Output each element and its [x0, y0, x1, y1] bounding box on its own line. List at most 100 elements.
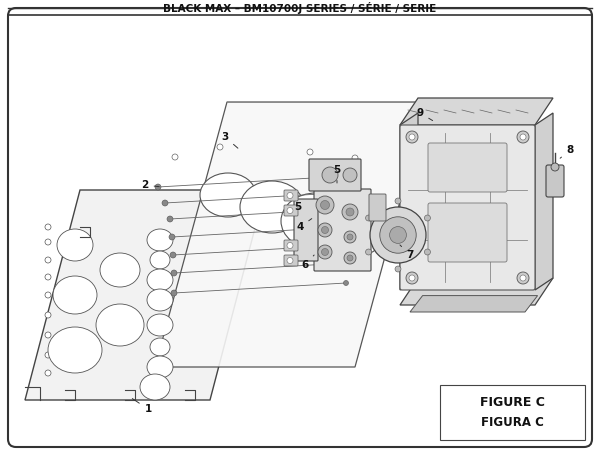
Polygon shape	[400, 98, 553, 125]
Ellipse shape	[147, 356, 173, 378]
Text: 6: 6	[301, 255, 314, 270]
Circle shape	[395, 266, 401, 272]
Ellipse shape	[48, 327, 102, 373]
Circle shape	[389, 227, 406, 243]
Circle shape	[318, 245, 332, 259]
Text: BLACK MAX – BM10700J SERIES / SÉRIE / SERIE: BLACK MAX – BM10700J SERIES / SÉRIE / SE…	[163, 2, 437, 14]
Polygon shape	[25, 190, 265, 400]
FancyBboxPatch shape	[284, 205, 298, 216]
FancyBboxPatch shape	[428, 203, 507, 262]
Circle shape	[517, 272, 529, 284]
Circle shape	[370, 207, 426, 263]
Circle shape	[322, 167, 338, 183]
Ellipse shape	[53, 276, 97, 314]
Circle shape	[343, 243, 347, 248]
FancyBboxPatch shape	[369, 194, 386, 221]
Circle shape	[340, 207, 344, 212]
Circle shape	[520, 134, 526, 140]
Circle shape	[155, 184, 161, 190]
Ellipse shape	[150, 251, 170, 269]
Text: 1: 1	[133, 399, 152, 414]
Polygon shape	[400, 278, 553, 305]
Ellipse shape	[324, 209, 384, 257]
Text: 5: 5	[334, 165, 341, 183]
Circle shape	[320, 201, 329, 209]
Circle shape	[517, 131, 529, 143]
FancyBboxPatch shape	[400, 125, 535, 290]
Circle shape	[342, 204, 358, 220]
Circle shape	[162, 200, 168, 206]
FancyBboxPatch shape	[284, 255, 298, 266]
Circle shape	[171, 270, 177, 276]
Circle shape	[343, 261, 349, 266]
Circle shape	[167, 216, 173, 222]
Circle shape	[347, 234, 353, 240]
Circle shape	[344, 231, 356, 243]
Circle shape	[341, 224, 347, 229]
Ellipse shape	[140, 374, 170, 400]
Text: 9: 9	[416, 108, 433, 121]
Circle shape	[346, 208, 354, 216]
FancyBboxPatch shape	[294, 199, 318, 261]
FancyBboxPatch shape	[428, 143, 507, 192]
Circle shape	[395, 198, 401, 204]
Circle shape	[343, 168, 357, 182]
Circle shape	[169, 234, 175, 240]
Circle shape	[551, 163, 559, 171]
Ellipse shape	[200, 173, 256, 217]
FancyBboxPatch shape	[284, 240, 298, 251]
Text: 2: 2	[142, 180, 159, 190]
Ellipse shape	[100, 253, 140, 287]
Circle shape	[406, 272, 418, 284]
FancyBboxPatch shape	[440, 385, 585, 440]
Text: 4: 4	[296, 218, 312, 232]
Circle shape	[424, 249, 430, 255]
Ellipse shape	[147, 269, 173, 291]
Ellipse shape	[147, 289, 173, 311]
Circle shape	[45, 312, 51, 318]
Circle shape	[287, 243, 293, 248]
Text: 8: 8	[560, 145, 574, 158]
Circle shape	[406, 131, 418, 143]
Text: 7: 7	[400, 245, 413, 260]
Ellipse shape	[57, 229, 93, 261]
Ellipse shape	[96, 304, 144, 346]
Ellipse shape	[147, 229, 173, 251]
Circle shape	[45, 292, 51, 298]
Ellipse shape	[240, 181, 304, 233]
Text: FIGURA C: FIGURA C	[481, 416, 544, 430]
Circle shape	[409, 275, 415, 281]
Circle shape	[45, 274, 51, 280]
Circle shape	[380, 217, 416, 253]
Circle shape	[520, 275, 526, 281]
Circle shape	[287, 192, 293, 198]
Circle shape	[365, 249, 371, 255]
Circle shape	[45, 332, 51, 338]
FancyBboxPatch shape	[309, 159, 361, 191]
Circle shape	[287, 258, 293, 263]
Circle shape	[424, 215, 430, 221]
Circle shape	[318, 223, 332, 237]
Circle shape	[365, 215, 371, 221]
FancyBboxPatch shape	[284, 190, 298, 201]
Polygon shape	[410, 296, 538, 312]
Circle shape	[352, 155, 358, 161]
Circle shape	[287, 207, 293, 213]
Text: FIGURE C: FIGURE C	[479, 396, 544, 410]
Circle shape	[45, 370, 51, 376]
FancyBboxPatch shape	[8, 8, 592, 447]
Circle shape	[344, 252, 356, 264]
Ellipse shape	[281, 193, 351, 249]
Circle shape	[316, 196, 334, 214]
Circle shape	[45, 239, 51, 245]
FancyBboxPatch shape	[314, 189, 371, 271]
Text: 3: 3	[221, 132, 238, 148]
Circle shape	[347, 255, 353, 261]
Polygon shape	[155, 102, 427, 367]
Circle shape	[45, 257, 51, 263]
Text: 5: 5	[295, 202, 302, 212]
Circle shape	[307, 149, 313, 155]
Circle shape	[172, 154, 178, 160]
Circle shape	[170, 252, 176, 258]
Polygon shape	[535, 113, 553, 290]
